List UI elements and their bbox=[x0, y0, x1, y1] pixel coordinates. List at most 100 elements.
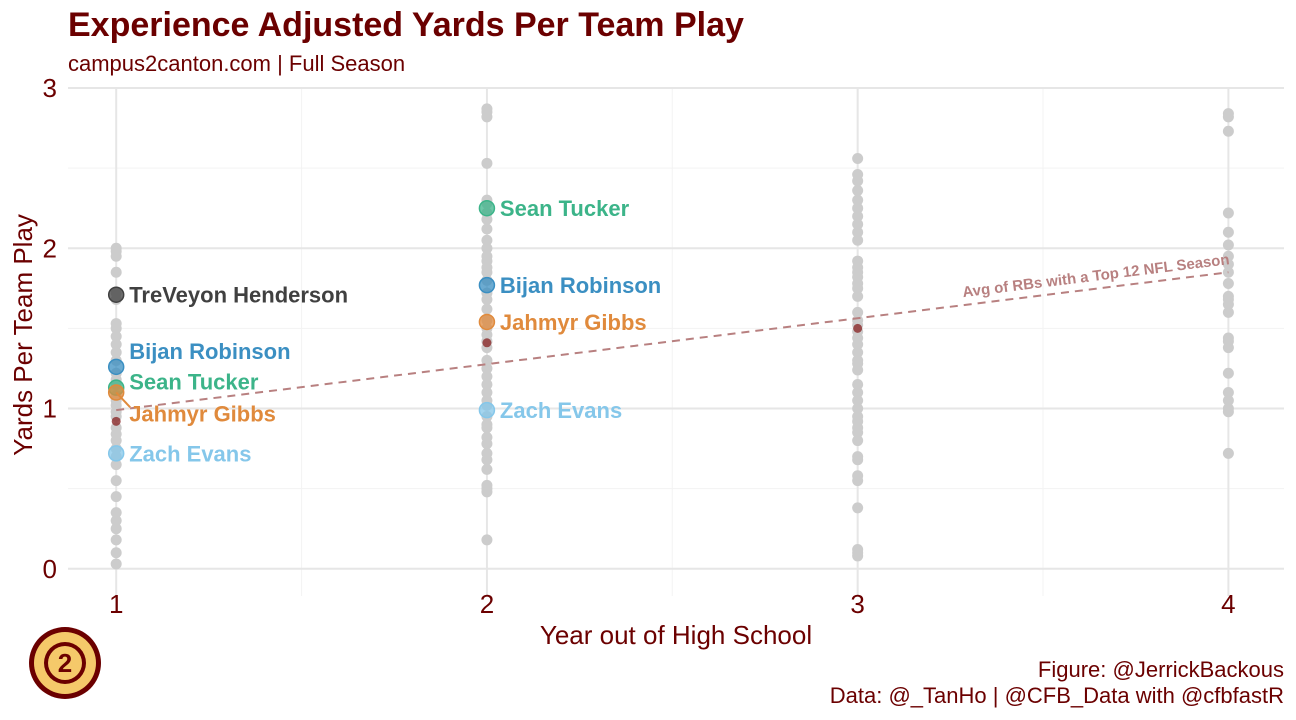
background-point bbox=[481, 294, 493, 306]
background-point bbox=[481, 157, 493, 169]
background-point bbox=[852, 282, 864, 294]
background-point bbox=[481, 242, 493, 254]
background-point bbox=[481, 486, 493, 498]
background-point bbox=[852, 226, 864, 238]
background-point bbox=[1222, 394, 1234, 406]
background-point bbox=[852, 475, 864, 487]
player-point bbox=[478, 199, 496, 217]
player-point bbox=[478, 313, 496, 331]
background-point bbox=[110, 547, 122, 559]
x-axis-title: Year out of High School bbox=[540, 620, 812, 650]
background-point bbox=[852, 306, 864, 318]
background-point bbox=[852, 378, 864, 390]
background-point bbox=[852, 234, 864, 246]
background-point bbox=[481, 463, 493, 475]
background-point bbox=[852, 386, 864, 398]
chart-subtitle: campus2canton.com | Full Season bbox=[68, 51, 405, 76]
avg-point bbox=[111, 416, 121, 426]
background-point bbox=[481, 370, 493, 382]
background-point bbox=[852, 454, 864, 466]
background-point bbox=[1222, 342, 1234, 354]
background-point bbox=[110, 534, 122, 546]
player-label: TreVeyon Henderson bbox=[129, 283, 348, 308]
background-point bbox=[1222, 406, 1234, 418]
background-point bbox=[1222, 278, 1234, 290]
background-point bbox=[110, 330, 122, 342]
background-point bbox=[481, 213, 493, 225]
background-point bbox=[481, 534, 493, 546]
background-point bbox=[481, 234, 493, 246]
trend-line bbox=[116, 271, 1229, 412]
player-label: Sean Tucker bbox=[129, 369, 259, 394]
avg-point bbox=[482, 338, 492, 348]
background-point bbox=[852, 202, 864, 214]
background-point bbox=[1222, 306, 1234, 318]
background-point bbox=[1222, 125, 1234, 137]
background-point bbox=[110, 435, 122, 447]
player-label: Jahmyr Gibbs bbox=[500, 310, 647, 335]
background-point bbox=[852, 346, 864, 358]
trend-line-group: Avg of RBs with a Top 12 NFL Season bbox=[116, 251, 1230, 412]
y-tick-label: 0 bbox=[43, 554, 57, 584]
background-point bbox=[481, 354, 493, 366]
background-point bbox=[481, 223, 493, 235]
background-point bbox=[481, 111, 493, 123]
logo-inner-face bbox=[48, 646, 82, 680]
background-point bbox=[110, 266, 122, 278]
logo-glyph: 2 bbox=[58, 648, 72, 678]
chart-title: Experience Adjusted Yards Per Team Play bbox=[68, 6, 744, 44]
background-point bbox=[481, 438, 493, 450]
x-tick-label: 2 bbox=[480, 589, 494, 619]
player-label: Bijan Robinson bbox=[129, 339, 290, 364]
background-point bbox=[481, 362, 493, 374]
background-point bbox=[481, 303, 493, 315]
player-point bbox=[107, 445, 125, 462]
background-point bbox=[852, 153, 864, 165]
caption-data: Data: @_TanHo | @CFB_Data with @cfbfastR bbox=[830, 683, 1284, 708]
background-point bbox=[481, 266, 493, 278]
player-label: Zach Evans bbox=[500, 398, 622, 423]
y-tick-label: 2 bbox=[43, 233, 57, 263]
background-point bbox=[852, 435, 864, 447]
background-point bbox=[1222, 111, 1234, 123]
background-point bbox=[110, 491, 122, 503]
background-point bbox=[852, 218, 864, 230]
x-tick-label: 4 bbox=[1221, 589, 1235, 619]
background-point bbox=[852, 290, 864, 302]
background-point bbox=[110, 322, 122, 334]
player-labels: TreVeyon Henderson Bijan Robinson Bijan Ro… bbox=[115, 196, 661, 466]
background-point bbox=[852, 427, 864, 439]
y-axis-title: Yards Per Team Play bbox=[8, 214, 38, 456]
player-point bbox=[478, 276, 496, 294]
player-label: Sean Tucker bbox=[500, 196, 630, 221]
background-point bbox=[1222, 226, 1234, 238]
background-point bbox=[1222, 207, 1234, 219]
gridlines bbox=[68, 87, 1284, 596]
background-points bbox=[110, 103, 1234, 570]
background-point bbox=[110, 507, 122, 519]
avg-point bbox=[853, 323, 863, 333]
y-axis-ticks: 0 1 2 3 bbox=[43, 73, 57, 584]
background-point bbox=[852, 502, 864, 514]
background-point bbox=[1222, 258, 1234, 270]
background-point bbox=[852, 194, 864, 206]
background-point bbox=[481, 422, 493, 434]
y-tick-label: 1 bbox=[43, 394, 57, 424]
background-point bbox=[110, 338, 122, 350]
background-point bbox=[1222, 298, 1234, 310]
player-point bbox=[107, 358, 125, 376]
background-point bbox=[110, 475, 122, 487]
player-points bbox=[107, 199, 496, 462]
background-point bbox=[1222, 367, 1234, 379]
background-point bbox=[110, 459, 122, 471]
background-point bbox=[852, 364, 864, 376]
top12-avg-points bbox=[111, 323, 863, 426]
label-leader-line bbox=[115, 391, 131, 408]
background-point bbox=[1222, 239, 1234, 251]
background-point bbox=[110, 250, 122, 262]
y-tick-label: 3 bbox=[43, 73, 57, 103]
background-point bbox=[852, 175, 864, 187]
x-tick-label: 3 bbox=[850, 589, 864, 619]
player-label: Bijan Robinson bbox=[500, 273, 661, 298]
